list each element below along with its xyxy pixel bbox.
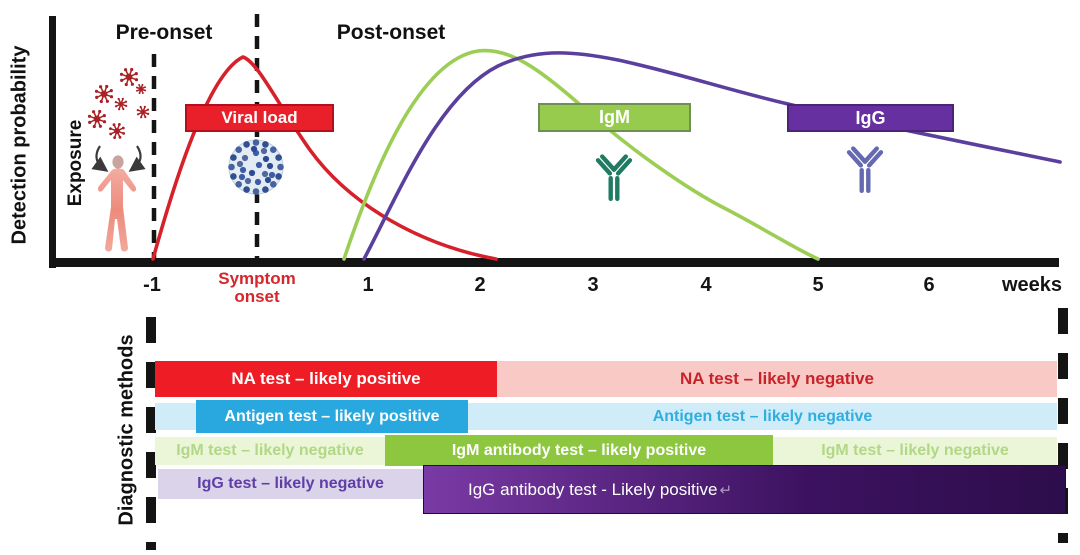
exposure-arrow-left-icon <box>91 145 109 172</box>
na-test-positive-bar: NA test – likely positive <box>155 361 497 397</box>
y-axis <box>49 16 56 268</box>
igg-positive-label: IgG antibody test - Likely positive <box>468 479 718 499</box>
x-tick-1: 1 <box>362 274 374 296</box>
igm-curve <box>342 48 820 261</box>
igg-antibody-icon <box>845 145 885 193</box>
igg-test-negative-bar: IgG test – likely negative <box>158 469 423 499</box>
return-mark: ↵ <box>719 481 733 499</box>
weeks-label: weeks <box>1001 274 1063 296</box>
igm-test-negative-left-bar: IgM test – likely negative <box>155 437 385 465</box>
igg-curve <box>362 51 1062 261</box>
igm-test-positive-bar: IgM antibody test – likely positive <box>385 435 773 466</box>
pre-onset-label: Pre-onset <box>115 21 213 44</box>
x-tick-6: 6 <box>923 274 935 296</box>
symptom-onset-label: Symptom onset <box>218 269 296 307</box>
viral-load-curve <box>151 55 498 261</box>
human-figure-icon <box>97 155 137 252</box>
post-onset-label: Post-onset <box>336 21 446 44</box>
x-tick-5: 5 <box>812 274 824 296</box>
igm-tag: IgM <box>538 103 691 132</box>
x-tick-2: 2 <box>474 274 486 296</box>
igm-test-negative-right-bar: IgM test – likely negative <box>773 437 1057 465</box>
viral-load-tag: Viral load <box>185 104 334 132</box>
exposure-arrow-right-icon <box>128 145 146 172</box>
virus-particles-icon <box>87 67 150 140</box>
igg-test-positive-bar: IgG antibody test - Likely positive ↵ <box>423 465 1066 514</box>
x-axis <box>49 258 1059 267</box>
timeline-dashed-line-right <box>1058 308 1068 543</box>
x-tick-3: 3 <box>587 274 599 296</box>
coronavirus-icon <box>228 139 284 195</box>
x-tick--1: -1 <box>143 274 161 296</box>
antigen-test-negative-bar: Antigen test – likely negative <box>468 403 1057 430</box>
igg-tag: IgG <box>787 104 954 132</box>
x-tick-4: 4 <box>700 274 712 296</box>
na-test-negative-bar: NA test – likely negative <box>497 361 1057 397</box>
antigen-test-positive-bar: Antigen test – likely positive <box>196 400 468 433</box>
timeline-dashed-line-left <box>146 317 156 550</box>
igm-antibody-icon <box>594 153 634 201</box>
